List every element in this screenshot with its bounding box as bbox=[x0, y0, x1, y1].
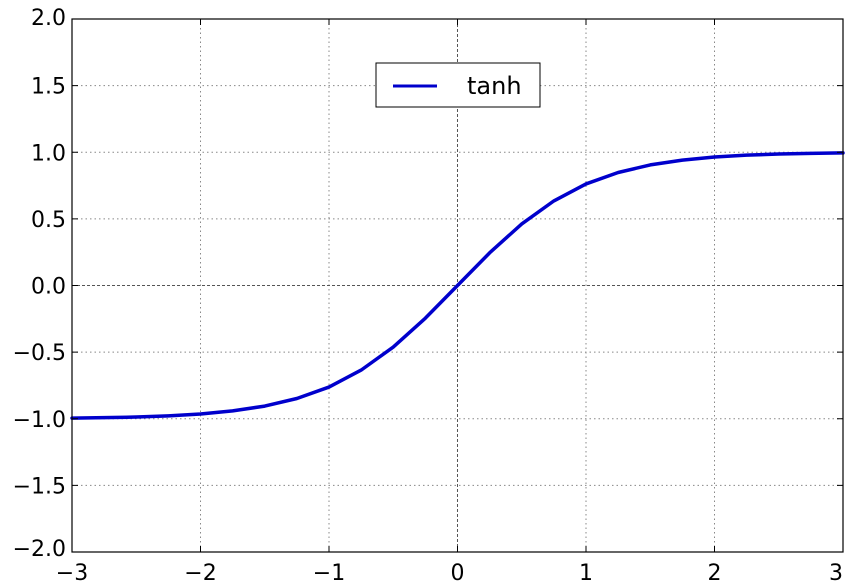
legend: tanh bbox=[375, 62, 541, 108]
tick-marks bbox=[71, 18, 844, 553]
x-tick-label: 1 bbox=[579, 561, 593, 582]
legend-label-tanh: tanh bbox=[467, 72, 522, 100]
x-tick-label: −1 bbox=[313, 561, 345, 582]
y-tick-label: 0.0 bbox=[31, 275, 66, 300]
x-tick-label: −2 bbox=[184, 561, 216, 582]
x-tick-label: −3 bbox=[56, 561, 88, 582]
y-tick-label: 1.0 bbox=[31, 141, 66, 166]
y-tick-label: −2.0 bbox=[13, 537, 66, 562]
y-tick-label: 0.5 bbox=[31, 208, 66, 233]
series-layer bbox=[70, 151, 845, 420]
y-tick-label: −1.0 bbox=[13, 408, 66, 433]
x-tick-labels: −3 −2 −1 0 1 2 3 bbox=[56, 561, 843, 586]
series-line-tanh bbox=[70, 151, 845, 420]
x-tick-label: 0 bbox=[451, 561, 465, 582]
y-tick-label: 2.0 bbox=[31, 6, 66, 31]
y-tick-label: −1.5 bbox=[13, 474, 66, 499]
y-tick-labels: 2.0 1.5 1.0 0.5 0.0 −0.5 −1.0 −1.5 −2.0 bbox=[13, 6, 66, 562]
y-tick-label: 1.5 bbox=[31, 75, 66, 100]
x-tick-label: 2 bbox=[708, 561, 722, 582]
y-tick-label: −0.5 bbox=[13, 341, 66, 366]
x-tick-label: 3 bbox=[829, 561, 843, 582]
